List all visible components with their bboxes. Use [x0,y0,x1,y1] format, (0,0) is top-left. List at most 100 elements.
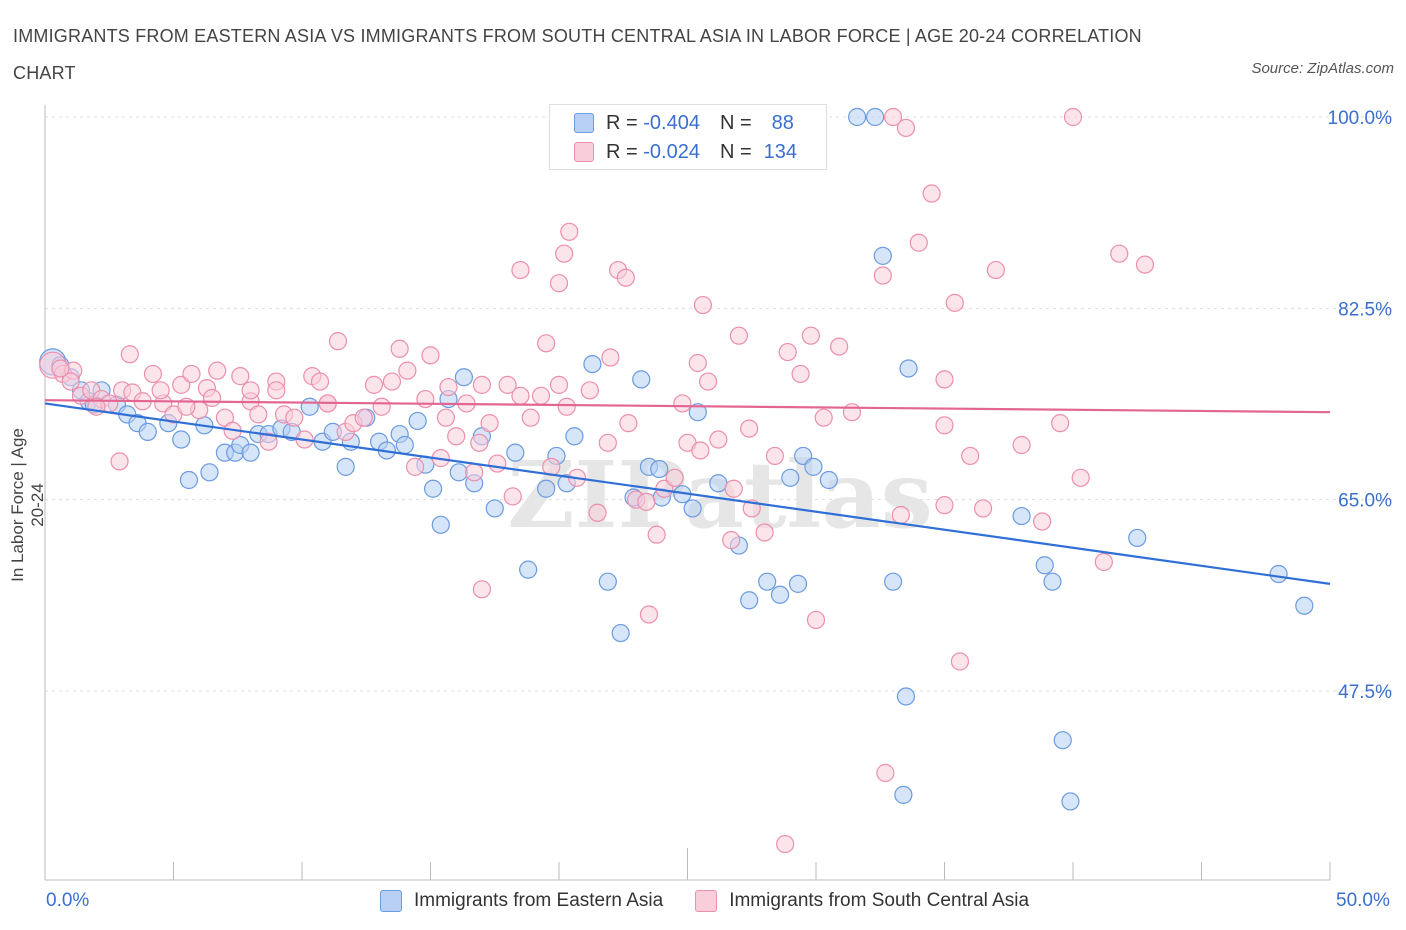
data-point-south-central-asia [639,605,659,624]
data-point-south-central-asia [709,430,728,449]
data-point-south-central-asia [935,416,954,435]
data-point-south-central-asia [549,375,569,394]
data-point-south-central-asia [503,487,522,506]
data-point-south-central-asia [208,361,227,380]
data-point-south-central-asia [973,499,993,518]
data-point-eastern-asia [873,246,892,265]
data-point-south-central-asia [120,345,139,364]
legend-r-value: -0.024 [643,140,700,163]
data-point-eastern-asia [894,785,913,804]
legend-row-eastern-asia: R = -0.404 N = 88 [574,111,794,135]
data-point-eastern-asia [1035,556,1054,575]
data-point-eastern-asia [788,574,808,593]
data-point-south-central-asia [909,233,928,252]
data-point-south-central-asia [891,505,910,525]
data-point-eastern-asia [1269,564,1288,584]
data-point-south-central-asia [588,503,607,522]
data-point-south-central-asia [673,394,692,413]
data-point-eastern-asia [899,359,918,378]
data-point-south-central-asia [830,337,849,356]
data-point-south-central-asia [876,763,895,783]
data-point-south-central-asia [143,364,163,384]
data-point-eastern-asia [431,515,450,534]
data-point-eastern-asia [866,107,885,127]
x-tick-label-max: 50.0% [1336,890,1390,911]
data-point-south-central-asia [945,293,964,312]
data-point-south-central-asia [354,408,373,427]
data-point-south-central-asia [439,377,458,397]
data-point-south-central-asia [1033,512,1052,531]
chart-title: IMMIGRANTS FROM EASTERN ASIA VS IMMIGRAN… [13,26,1142,83]
data-point-south-central-asia [873,266,892,285]
data-point-eastern-asia [519,560,538,579]
data-point-south-central-asia [364,375,384,394]
data-point-south-central-asia [1051,414,1070,433]
data-point-eastern-asia [408,411,427,431]
legend-swatch-blue [574,113,594,133]
data-point-eastern-asia [804,457,823,476]
data-point-south-central-asia [883,107,903,127]
data-point-south-central-asia [765,446,784,466]
data-point-eastern-asia [454,368,474,387]
data-point-eastern-asia [395,435,414,455]
data-point-south-central-asia [580,381,599,400]
data-point-south-central-asia [776,834,795,854]
legend-n-value: 88 [771,111,794,134]
series-legend-label: Immigrants from South Central Asia [729,890,1030,911]
data-point-eastern-asia [172,430,191,449]
legend-swatch-pink [574,142,594,162]
data-point-south-central-asia [372,397,391,416]
data-point-south-central-asia [814,408,833,427]
legend-r-label: R = [606,140,638,163]
data-point-south-central-asia [1063,107,1083,127]
series-swatch-blue [380,890,402,912]
data-point-south-central-asia [498,375,517,394]
data-point-south-central-asia [729,326,749,345]
data-point-eastern-asia [781,468,800,487]
data-point-south-central-asia [488,454,507,473]
data-point-south-central-asia [480,414,499,433]
data-point-south-central-asia [801,326,820,345]
data-point-south-central-asia [398,361,417,380]
data-point-south-central-asia [842,403,862,422]
data-point-eastern-asia [848,107,867,127]
data-point-south-central-asia [1135,255,1155,274]
data-point-south-central-asia [1110,244,1129,263]
data-point-south-central-asia [405,457,425,476]
data-point-south-central-asia [521,408,540,427]
data-point-south-central-asia [698,372,718,391]
data-point-eastern-asia [1053,731,1072,750]
data-point-south-central-asia [61,372,80,391]
data-point-eastern-asia [241,443,260,462]
data-point-south-central-asia [647,525,666,544]
data-point-south-central-asia [791,364,810,384]
data-point-south-central-asia [560,222,579,241]
data-point-south-central-asia [722,531,741,550]
series-swatch-pink [695,890,718,912]
legend-r-value: -0.404 [643,111,700,134]
data-point-eastern-asia [485,499,504,518]
data-point-south-central-asia [935,370,954,389]
data-point-eastern-asia [683,499,702,518]
data-point-south-central-asia [1012,435,1031,455]
series-legend: Immigrants from Eastern Asia Immigrants … [380,890,1029,912]
y-tick-label: 82.5% [1338,299,1392,320]
data-point-eastern-asia [1295,596,1314,615]
data-point-south-central-asia [390,339,409,358]
data-point-south-central-asia [935,496,954,515]
data-point-south-central-asia [688,353,707,373]
data-point-eastern-asia [179,470,199,490]
data-point-south-central-asia [511,260,530,280]
legend-r-label: R = [606,111,638,134]
data-point-eastern-asia [740,591,759,610]
data-point-south-central-asia [755,523,774,542]
data-point-eastern-asia [300,397,319,416]
data-point-south-central-asia [447,427,466,446]
data-point-south-central-asia [465,463,484,482]
data-point-south-central-asia [724,479,743,498]
data-point-south-central-asia [472,580,491,599]
data-point-eastern-asia [709,474,728,493]
data-point-eastern-asia [423,479,443,498]
data-point-eastern-asia [1012,506,1031,526]
data-point-south-central-asia [259,432,278,451]
